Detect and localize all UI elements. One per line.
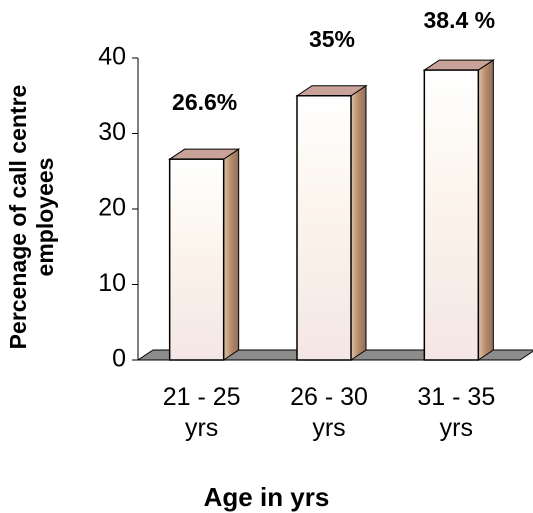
bar-side <box>224 149 239 360</box>
bar <box>297 96 351 360</box>
bar-side <box>478 60 493 360</box>
x-tick-label: 31 - 35 yrs <box>401 382 511 444</box>
y-tick-label: 20 <box>98 194 126 222</box>
x-tick-label: 21 - 25 yrs <box>147 382 257 444</box>
bar <box>424 70 478 360</box>
bar-side <box>351 86 366 360</box>
value-label: 35% <box>309 26 355 52</box>
bar <box>170 159 224 360</box>
y-tick-label: 10 <box>98 269 126 297</box>
y-tick-label: 40 <box>98 43 126 71</box>
value-label: 26.6% <box>172 89 237 115</box>
y-tick-label: 0 <box>112 345 126 373</box>
value-label: 38.4 % <box>424 7 496 33</box>
x-tick-label: 26 - 30 yrs <box>274 382 384 444</box>
chart: 0 10 20 30 40 26.6% 35% 38.4 % Percenage of cal… <box>0 0 533 513</box>
y-tick-label: 30 <box>98 118 126 146</box>
x-axis-label: Age in yrs <box>0 482 533 513</box>
y-axis-label: Percenage of call centre employees <box>5 67 59 367</box>
